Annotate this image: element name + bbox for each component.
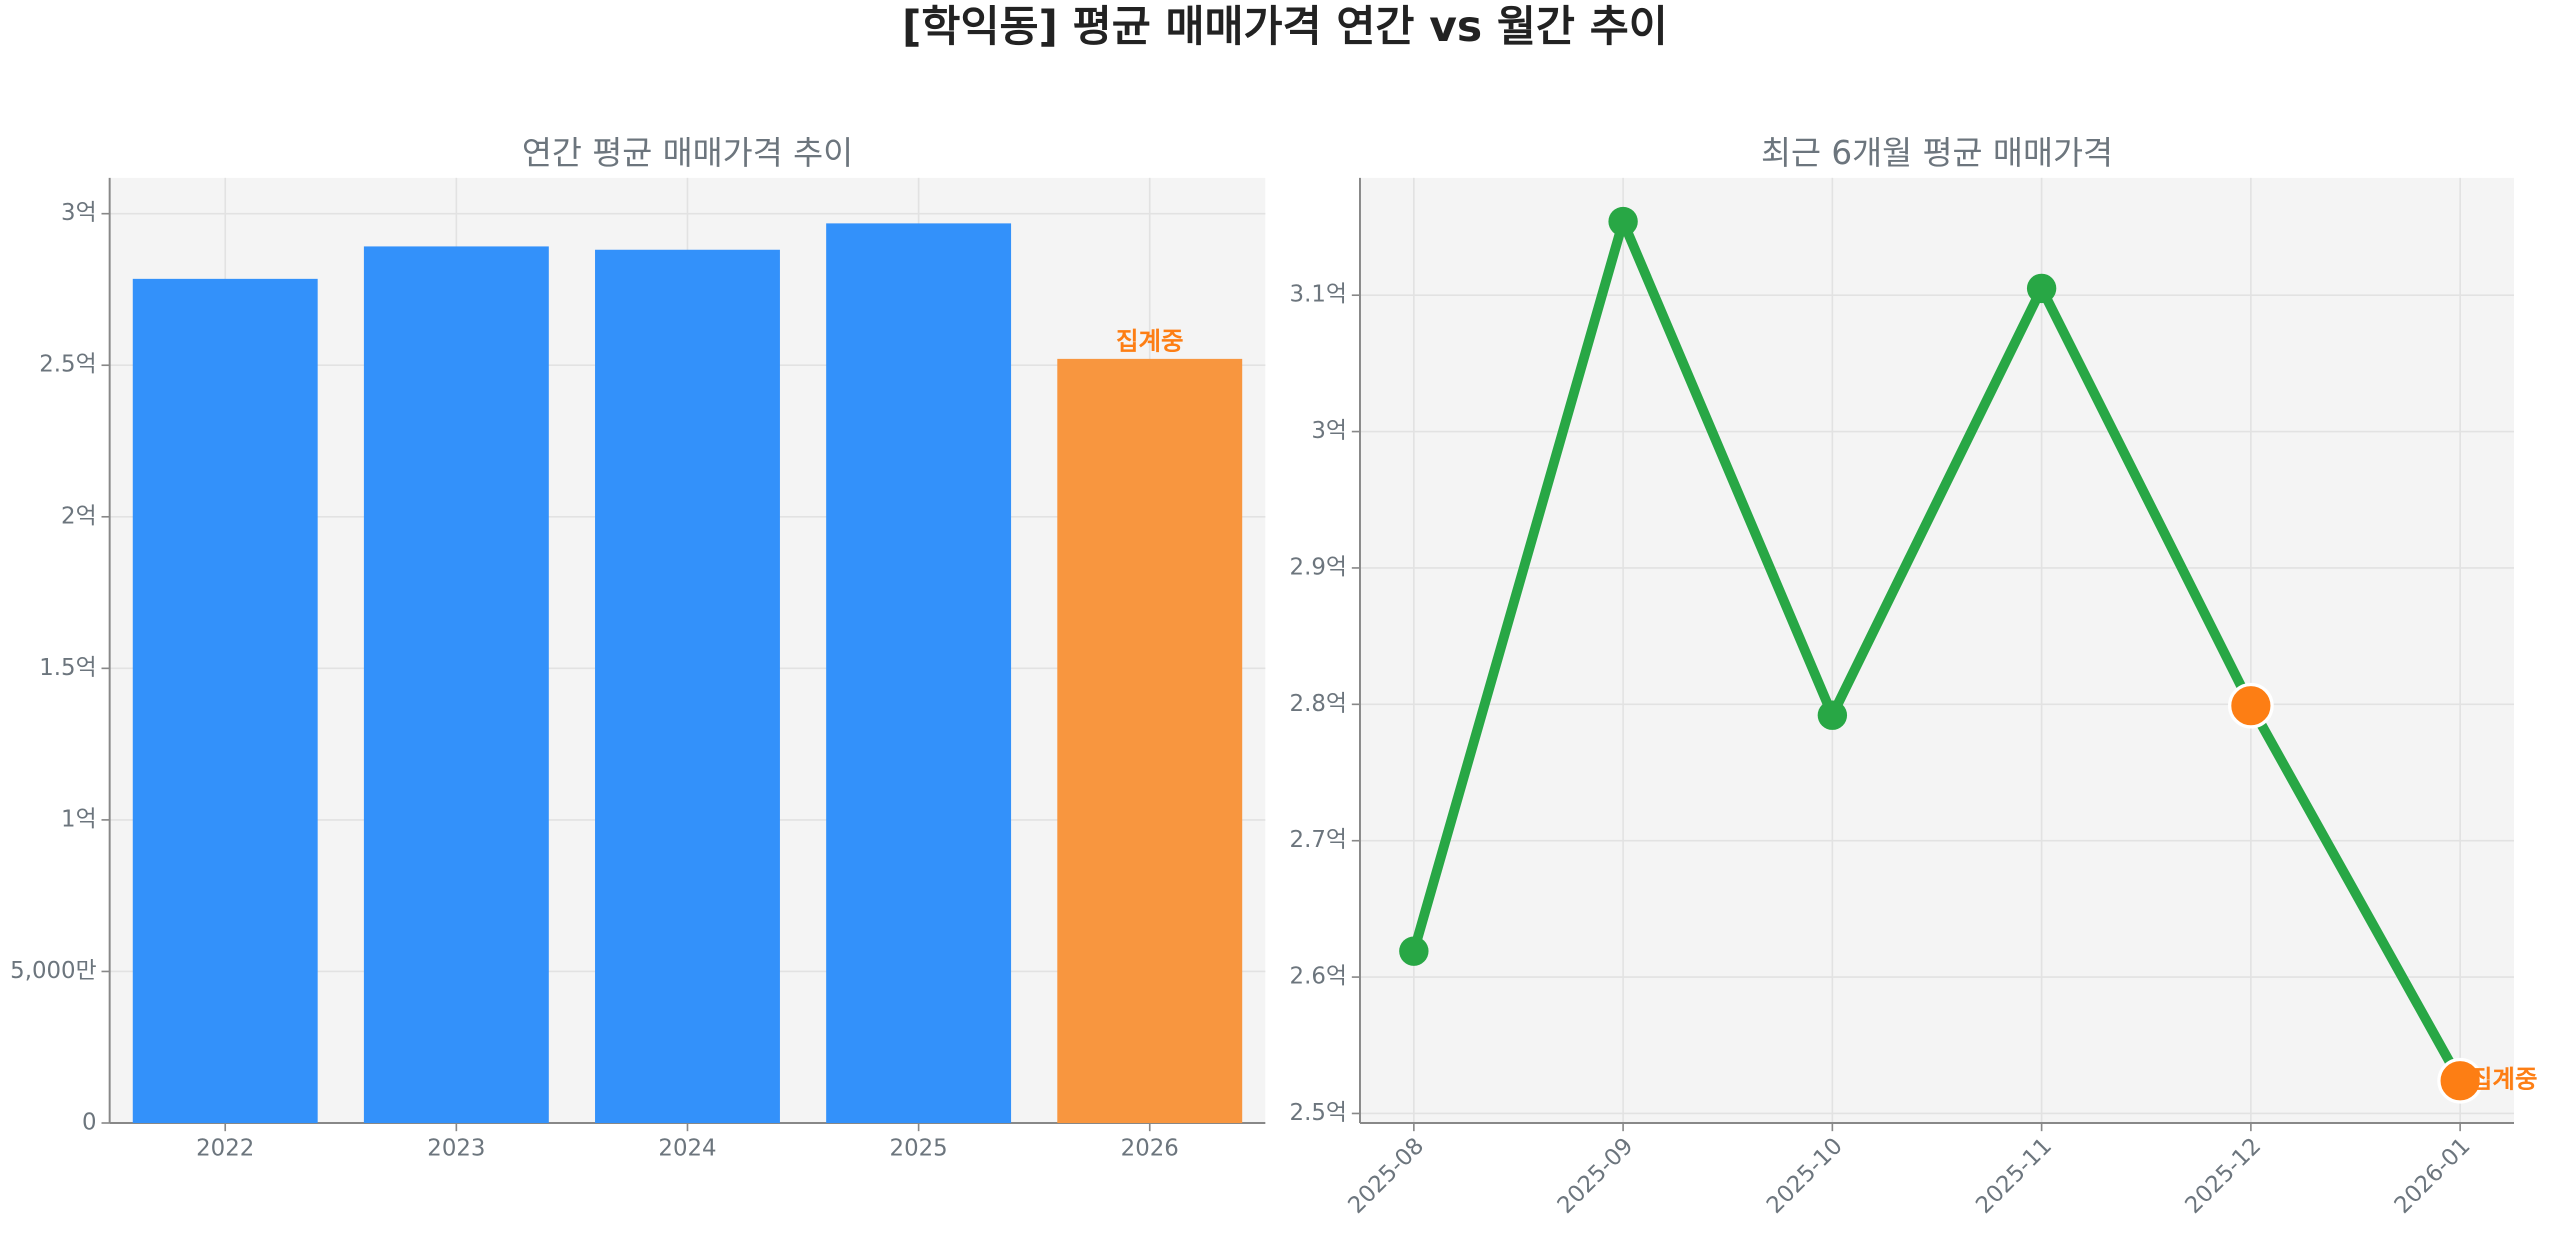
line <box>1409 216 2465 1084</box>
figure-title: [학익동] 평균 매매가격 연간 vs 월간 추이 <box>902 3 1668 52</box>
annotation: 집계중 <box>2470 1065 2538 1094</box>
y-tick-label: 1억 <box>61 806 97 832</box>
y-tick-label: 0 <box>82 1110 97 1136</box>
y-tick-label: 2.7억 <box>1290 827 1347 853</box>
x-tick-label: 2025-08 <box>1343 1133 1429 1219</box>
point <box>1817 700 1848 730</box>
bar <box>132 278 318 1124</box>
y-tick-label: 3억 <box>1311 418 1347 444</box>
x-tick-label: 2026 <box>1121 1136 1179 1162</box>
y-tick-label: 2.5억 <box>1290 1100 1347 1126</box>
plot-area <box>1359 177 2514 1124</box>
x-tick-label: 2023 <box>427 1136 485 1162</box>
x-tick-label: 2026-01 <box>2390 1133 2476 1219</box>
annotation: 집계중 <box>1116 327 1184 356</box>
y-tick-label: 2.9억 <box>1290 554 1347 580</box>
bar <box>826 223 1012 1124</box>
point <box>2437 1057 2483 1104</box>
x-tick-label: 2025-12 <box>2180 1133 2266 1219</box>
chart-title: 연간 평균 매매가격 추이 <box>522 134 853 172</box>
y-tick-label: 2억 <box>61 503 97 529</box>
y-tick-label: 5,000만 <box>10 958 96 984</box>
point <box>2026 273 2057 304</box>
x-tick-label: 2025-09 <box>1553 1133 1639 1219</box>
y-tick-label: 2.6억 <box>1290 964 1347 990</box>
x-tick-label: 2025 <box>890 1136 948 1162</box>
x-tick-label: 2022 <box>196 1136 254 1162</box>
x-tick-label: 2025-11 <box>1971 1133 2057 1219</box>
y-tick-label: 2.8억 <box>1290 691 1347 717</box>
y-tick-label: 3.1억 <box>1290 282 1347 308</box>
point <box>1399 936 1429 966</box>
chart-title: 최근 6개월 평균 매매가격 <box>1761 134 2113 172</box>
point <box>2228 682 2274 729</box>
x-tick-label: 2024 <box>658 1136 716 1162</box>
bar <box>1057 358 1243 1124</box>
y-tick-label: 3억 <box>61 200 97 226</box>
bar <box>363 246 549 1124</box>
y-tick-label: 2.5억 <box>39 352 96 378</box>
x-tick-label: 2025-10 <box>1762 1133 1848 1219</box>
bar <box>595 249 780 1124</box>
point <box>1608 206 1638 237</box>
y-tick-label: 1.5억 <box>39 655 96 681</box>
